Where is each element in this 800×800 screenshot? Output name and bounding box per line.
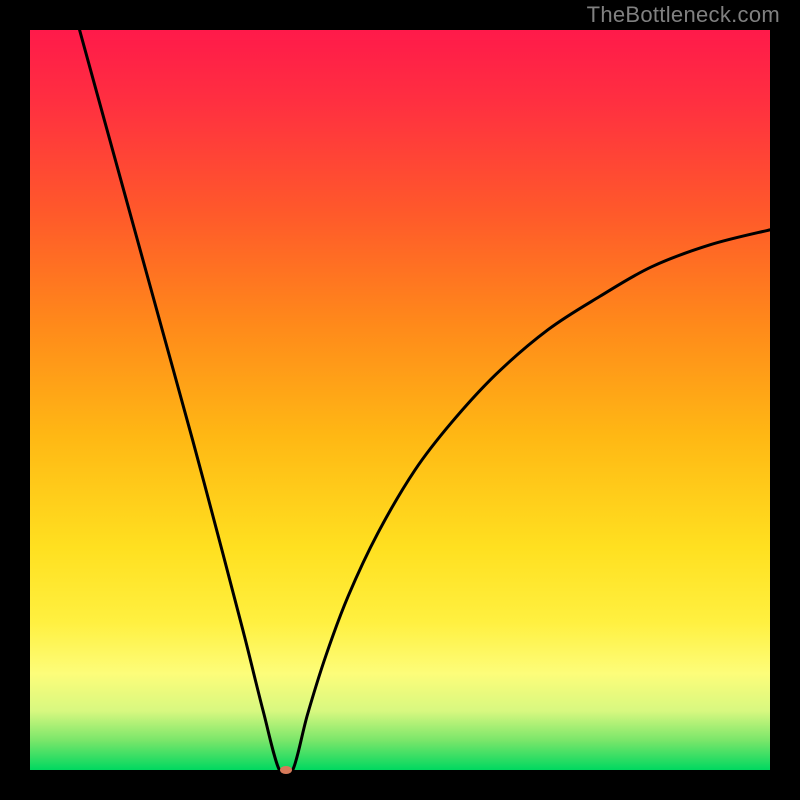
minimum-marker (280, 766, 292, 774)
plot-area (30, 30, 770, 770)
watermark-text: TheBottleneck.com (587, 2, 780, 28)
bottleneck-curve (30, 30, 770, 770)
